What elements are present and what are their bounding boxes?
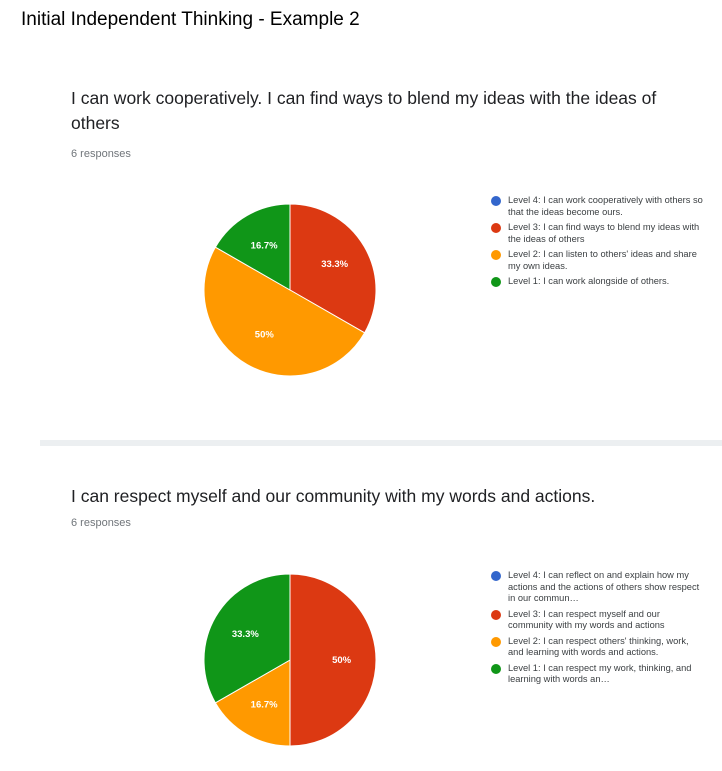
question-title: I can work cooperatively. I can find way… bbox=[71, 88, 657, 133]
legend-item-level-3: Level 3: I can respect myself and our co… bbox=[491, 609, 706, 632]
pie-slice-level-3 bbox=[289, 203, 377, 334]
page-title: Initial Independent Thinking - Example 2 bbox=[21, 9, 360, 30]
pie-slice-level-1 bbox=[203, 573, 291, 704]
legend-label: Level 1: I can respect my work, thinking… bbox=[508, 662, 692, 685]
legend-item-level-2: Level 2: I can respect others' thinking,… bbox=[491, 636, 706, 659]
legend-item-level-1: Level 1: I can respect my work, thinking… bbox=[491, 663, 706, 686]
slice-data-label: 16.7% bbox=[251, 700, 278, 711]
legend-color-dot bbox=[491, 196, 501, 206]
slice-data-label: 50% bbox=[255, 330, 275, 341]
pie-slice-level-2 bbox=[203, 246, 366, 377]
legend-item-level-4: Level 4: I can work cooperatively with o… bbox=[491, 195, 706, 218]
legend-color-dot bbox=[491, 223, 501, 233]
slice-data-label: 33.3% bbox=[232, 629, 259, 640]
legend-label: Level 3: I can respect myself and our co… bbox=[508, 608, 665, 631]
slice-data-label: 33.3% bbox=[321, 259, 348, 270]
pie-slice-level-1 bbox=[214, 203, 291, 291]
legend-color-dot bbox=[491, 609, 501, 620]
legend-color-dot bbox=[491, 571, 501, 581]
chart-card-respect: I can respect myself and our community w… bbox=[40, 446, 722, 771]
legend-color-dot bbox=[491, 250, 501, 260]
chart-legend: Level 4: I can reflect on and explain ho… bbox=[491, 570, 706, 690]
legend-label: Level 1: I can work alongside of others. bbox=[508, 276, 670, 286]
slice-data-label: 50% bbox=[332, 655, 352, 666]
legend-item-level-2: Level 2: I can listen to others' ideas a… bbox=[491, 249, 706, 272]
pie-chart: 50% 16.7% 33.3% bbox=[203, 573, 377, 747]
legend-color-dot bbox=[491, 277, 501, 287]
response-count: 6 responses bbox=[71, 517, 131, 529]
pie-slice-level-3 bbox=[289, 573, 377, 747]
legend-item-level-4: Level 4: I can reflect on and explain ho… bbox=[491, 570, 706, 605]
pie-chart: 33.3% 50% 16.7% bbox=[203, 203, 377, 377]
legend-label: Level 3: I can find ways to blend my ide… bbox=[508, 222, 700, 244]
chart-card-cooperation: I can work cooperatively. I can find way… bbox=[40, 62, 722, 440]
slice-data-label: 16.7% bbox=[251, 240, 278, 251]
legend-item-level-3: Level 3: I can find ways to blend my ide… bbox=[491, 222, 706, 245]
question-title: I can respect myself and our community w… bbox=[71, 486, 596, 506]
chart-legend: Level 4: I can work cooperatively with o… bbox=[491, 195, 706, 292]
legend-label: Level 4: I can reflect on and explain ho… bbox=[508, 570, 700, 603]
legend-label: Level 2: I can listen to others' ideas a… bbox=[508, 249, 697, 271]
section-divider bbox=[40, 440, 722, 446]
legend-item-level-1: Level 1: I can work alongside of others. bbox=[491, 276, 706, 288]
legend-label: Level 4: I can work cooperatively with o… bbox=[508, 195, 703, 217]
legend-label: Level 2: I can respect others' thinking,… bbox=[508, 635, 689, 658]
pie-slice-level-2 bbox=[214, 659, 291, 747]
legend-color-dot bbox=[491, 636, 501, 647]
response-count: 6 responses bbox=[71, 148, 131, 160]
legend-color-dot bbox=[491, 663, 501, 674]
